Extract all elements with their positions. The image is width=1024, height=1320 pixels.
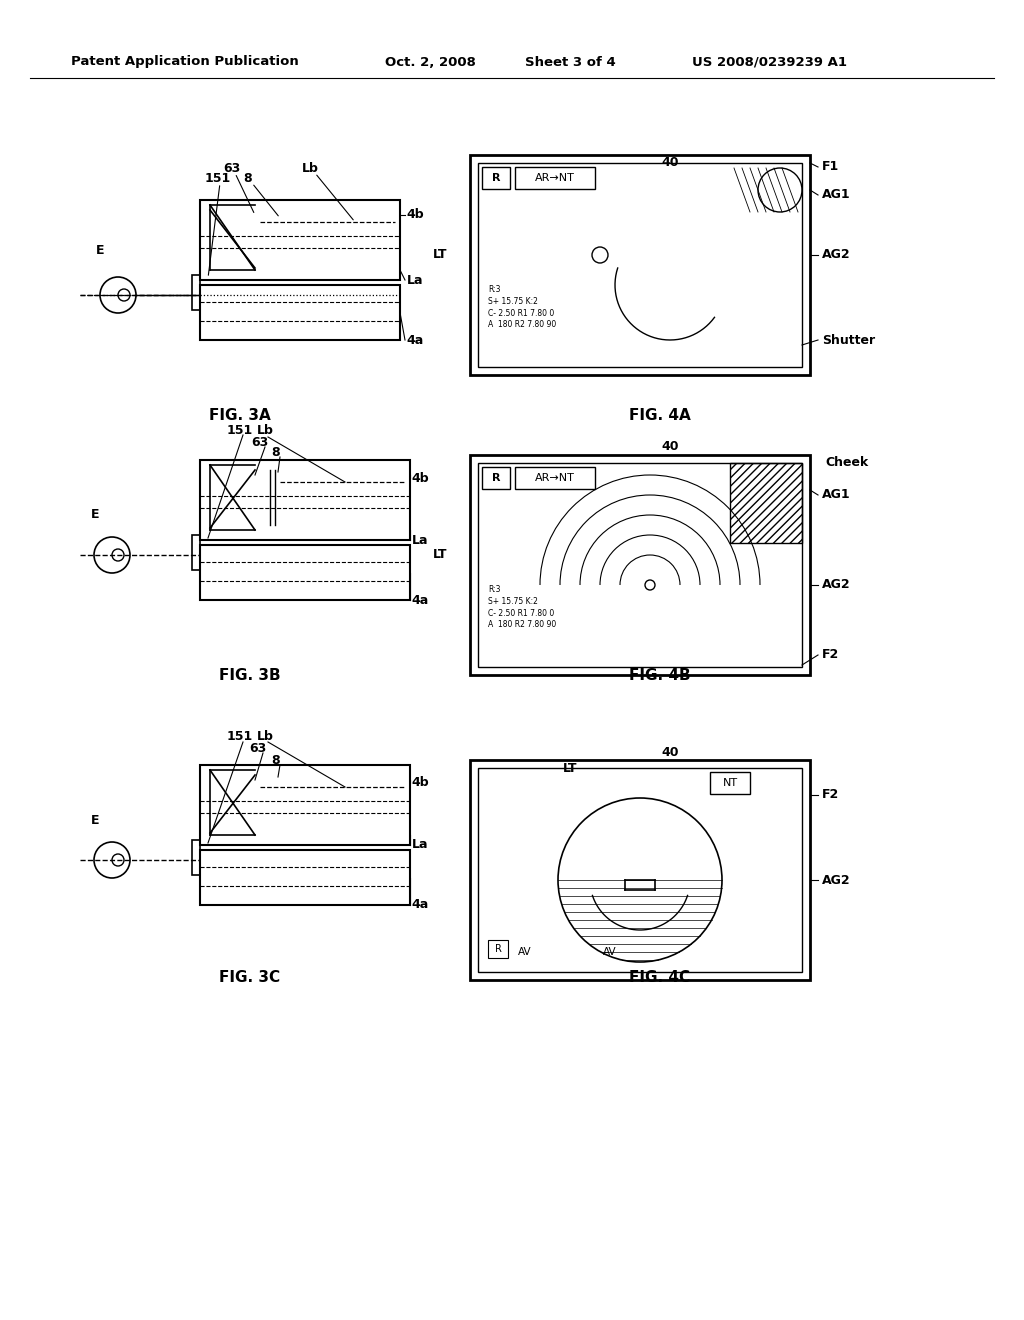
Bar xyxy=(200,766,410,845)
Bar xyxy=(482,168,510,189)
Text: FIG. 3B: FIG. 3B xyxy=(219,668,281,682)
Text: FIG. 4C: FIG. 4C xyxy=(630,970,690,986)
Text: R: R xyxy=(492,473,501,483)
Text: R: R xyxy=(492,173,501,183)
Bar xyxy=(200,459,410,540)
Text: FIG. 4B: FIG. 4B xyxy=(629,668,691,682)
Text: FIG. 3A: FIG. 3A xyxy=(209,408,271,422)
Text: La: La xyxy=(407,273,423,286)
Text: AR→NT: AR→NT xyxy=(536,473,574,483)
Text: LT: LT xyxy=(433,248,447,261)
Bar xyxy=(193,535,200,570)
Bar xyxy=(470,455,810,675)
Bar xyxy=(470,154,810,375)
Text: LT: LT xyxy=(563,762,578,775)
Bar xyxy=(200,201,400,280)
Text: 4b: 4b xyxy=(412,776,429,789)
Text: AG2: AG2 xyxy=(822,578,851,591)
Bar xyxy=(193,275,200,310)
Text: FIG. 4A: FIG. 4A xyxy=(629,408,691,422)
Text: 63: 63 xyxy=(223,161,241,174)
Text: Cheek: Cheek xyxy=(825,457,868,470)
Text: AG1: AG1 xyxy=(822,488,851,502)
Text: 4a: 4a xyxy=(412,594,429,606)
Bar xyxy=(478,162,802,367)
Text: 4b: 4b xyxy=(412,471,429,484)
Bar xyxy=(515,168,595,189)
Text: E: E xyxy=(96,243,104,256)
Text: LT: LT xyxy=(433,549,447,561)
Text: US 2008/0239239 A1: US 2008/0239239 A1 xyxy=(692,55,848,69)
Text: La: La xyxy=(412,838,428,851)
Text: 4a: 4a xyxy=(407,334,424,346)
Text: 4a: 4a xyxy=(412,899,429,912)
Bar xyxy=(200,545,410,601)
Bar xyxy=(193,840,200,875)
Text: R:3
S+ 15.75 K:2
C- 2.50 R1 7.80 0
A  180 R2 7.80 90: R:3 S+ 15.75 K:2 C- 2.50 R1 7.80 0 A 180… xyxy=(488,285,556,330)
Text: Lb: Lb xyxy=(301,161,318,174)
Bar xyxy=(730,463,802,543)
Text: AV: AV xyxy=(603,946,616,957)
Text: AV: AV xyxy=(518,946,531,957)
Bar xyxy=(470,760,810,979)
Bar xyxy=(478,768,802,972)
Text: 4b: 4b xyxy=(407,209,424,222)
Text: F1: F1 xyxy=(822,161,840,173)
Text: Lb: Lb xyxy=(257,730,273,743)
Text: 40: 40 xyxy=(662,746,679,759)
Text: 8: 8 xyxy=(271,754,281,767)
Text: La: La xyxy=(412,533,428,546)
Text: 63: 63 xyxy=(250,742,266,755)
Text: NT: NT xyxy=(723,777,737,788)
Text: 151: 151 xyxy=(205,172,231,185)
Text: AR→NT: AR→NT xyxy=(536,173,574,183)
Text: 40: 40 xyxy=(662,157,679,169)
Text: R: R xyxy=(495,944,502,954)
Text: E: E xyxy=(91,813,99,826)
Text: F2: F2 xyxy=(822,648,840,661)
Text: Shutter: Shutter xyxy=(822,334,876,346)
Text: 151: 151 xyxy=(227,424,253,437)
Bar xyxy=(482,467,510,488)
Bar xyxy=(515,467,595,488)
Text: F2: F2 xyxy=(822,788,840,801)
Bar xyxy=(200,850,410,906)
Text: Lb: Lb xyxy=(257,424,273,437)
Text: AG1: AG1 xyxy=(822,189,851,202)
Text: 8: 8 xyxy=(244,172,252,185)
Text: Patent Application Publication: Patent Application Publication xyxy=(71,55,299,69)
Text: AG2: AG2 xyxy=(822,248,851,261)
Text: FIG. 3C: FIG. 3C xyxy=(219,970,281,986)
Text: 8: 8 xyxy=(271,446,281,458)
Text: Sheet 3 of 4: Sheet 3 of 4 xyxy=(524,55,615,69)
Text: 40: 40 xyxy=(662,441,679,454)
Bar xyxy=(478,463,802,667)
Text: 63: 63 xyxy=(251,436,268,449)
Bar xyxy=(710,772,750,795)
Bar xyxy=(200,285,400,341)
Text: E: E xyxy=(91,508,99,521)
Text: R:3
S+ 15.75 K:2
C- 2.50 R1 7.80 0
A  180 R2 7.80 90: R:3 S+ 15.75 K:2 C- 2.50 R1 7.80 0 A 180… xyxy=(488,585,556,630)
Text: AG2: AG2 xyxy=(822,874,851,887)
Text: 151: 151 xyxy=(227,730,253,743)
Text: Oct. 2, 2008: Oct. 2, 2008 xyxy=(385,55,475,69)
Bar xyxy=(488,940,508,958)
